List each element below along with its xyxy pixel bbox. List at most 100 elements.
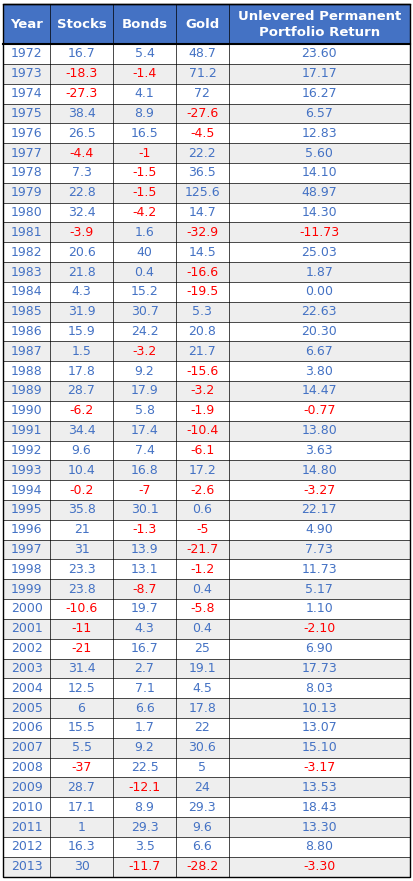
Bar [3, 520, 410, 539]
Text: -27.6: -27.6 [186, 107, 218, 120]
Text: 19.7: 19.7 [131, 603, 159, 616]
Text: 1980: 1980 [11, 206, 43, 219]
Text: -5.8: -5.8 [190, 603, 215, 616]
Text: 5.60: 5.60 [305, 146, 333, 159]
Text: 12.83: 12.83 [301, 127, 337, 140]
Text: -27.3: -27.3 [65, 87, 97, 100]
Text: 16.7: 16.7 [68, 48, 95, 61]
Bar [3, 183, 410, 203]
Text: 2010: 2010 [11, 801, 43, 814]
Text: 4.3: 4.3 [135, 622, 154, 635]
Text: 2001: 2001 [11, 622, 43, 635]
Bar [3, 559, 410, 580]
Bar [3, 242, 410, 263]
Text: -3.17: -3.17 [303, 761, 335, 774]
Text: -12.1: -12.1 [128, 781, 161, 794]
Text: 30.6: 30.6 [189, 741, 216, 754]
Text: 2008: 2008 [11, 761, 43, 774]
Bar [3, 64, 410, 84]
Bar [3, 718, 410, 738]
Text: 1984: 1984 [11, 285, 43, 299]
Text: Gold: Gold [185, 18, 220, 31]
Text: 48.7: 48.7 [188, 48, 216, 61]
Text: 1973: 1973 [11, 67, 43, 80]
Bar [3, 84, 410, 104]
Bar [3, 818, 410, 837]
Text: 1991: 1991 [11, 424, 43, 437]
Bar [3, 737, 410, 758]
Text: 9.6: 9.6 [72, 444, 91, 457]
Text: -1.5: -1.5 [132, 167, 157, 180]
Text: -3.27: -3.27 [303, 484, 335, 497]
Text: 25: 25 [195, 642, 210, 655]
Text: 1990: 1990 [11, 404, 43, 418]
Text: 31: 31 [74, 543, 89, 556]
Text: -3.2: -3.2 [190, 384, 215, 397]
Bar [3, 144, 410, 163]
Bar [3, 460, 410, 480]
Text: -1.2: -1.2 [190, 563, 215, 576]
Text: -2.6: -2.6 [190, 484, 215, 497]
Text: 15.5: 15.5 [68, 722, 95, 735]
Text: 2004: 2004 [11, 682, 43, 695]
Text: 13.1: 13.1 [131, 563, 158, 576]
Text: 4.1: 4.1 [135, 87, 154, 100]
Text: 3.80: 3.80 [305, 365, 333, 378]
Text: -4.2: -4.2 [133, 206, 157, 219]
Bar [3, 580, 410, 599]
Text: 72: 72 [195, 87, 210, 100]
Bar [3, 44, 410, 64]
Text: 1.6: 1.6 [135, 226, 154, 239]
Text: -4.4: -4.4 [69, 146, 94, 159]
Text: 28.7: 28.7 [68, 781, 95, 794]
Text: 4.90: 4.90 [305, 523, 333, 537]
Text: 13.07: 13.07 [301, 722, 337, 735]
Text: 17.9: 17.9 [131, 384, 159, 397]
Text: 31.9: 31.9 [68, 305, 95, 318]
Bar [3, 539, 410, 559]
Text: 22.2: 22.2 [189, 146, 216, 159]
Text: -5: -5 [196, 523, 209, 537]
Text: 1999: 1999 [11, 582, 43, 596]
Text: 22.17: 22.17 [301, 503, 337, 516]
Text: -7: -7 [138, 484, 151, 497]
Text: 9.6: 9.6 [192, 820, 212, 833]
Text: 1975: 1975 [11, 107, 43, 120]
Text: 14.10: 14.10 [301, 167, 337, 180]
Text: 2011: 2011 [11, 820, 43, 833]
Text: Stocks: Stocks [57, 18, 107, 31]
Bar [3, 4, 410, 44]
Text: 125.6: 125.6 [185, 186, 220, 199]
Text: 8.03: 8.03 [305, 682, 333, 695]
Text: -37: -37 [71, 761, 92, 774]
Text: 17.8: 17.8 [68, 365, 95, 378]
Text: 14.7: 14.7 [189, 206, 216, 219]
Text: 2003: 2003 [11, 662, 43, 675]
Text: 22.5: 22.5 [131, 761, 159, 774]
Bar [3, 421, 410, 440]
Text: 32.4: 32.4 [68, 206, 95, 219]
Text: 4.3: 4.3 [72, 285, 91, 299]
Text: 5.17: 5.17 [305, 582, 333, 596]
Text: -1.9: -1.9 [190, 404, 215, 418]
Bar [3, 163, 410, 183]
Text: 9.2: 9.2 [135, 365, 154, 378]
Text: 1.7: 1.7 [135, 722, 154, 735]
Text: -6.1: -6.1 [190, 444, 215, 457]
Text: -1.4: -1.4 [133, 67, 157, 80]
Text: 5.8: 5.8 [135, 404, 154, 418]
Text: 5: 5 [198, 761, 206, 774]
Text: 6.57: 6.57 [305, 107, 333, 120]
Text: -21.7: -21.7 [186, 543, 218, 556]
Text: 1998: 1998 [11, 563, 43, 576]
Bar [3, 322, 410, 341]
Text: 1978: 1978 [11, 167, 43, 180]
Text: 1976: 1976 [11, 127, 43, 140]
Text: 20.30: 20.30 [301, 325, 337, 338]
Text: 12.5: 12.5 [68, 682, 95, 695]
Text: 14.30: 14.30 [301, 206, 337, 219]
Bar [3, 480, 410, 500]
Text: -3.9: -3.9 [69, 226, 94, 239]
Text: 1.87: 1.87 [305, 265, 333, 278]
Text: 2012: 2012 [11, 840, 43, 854]
